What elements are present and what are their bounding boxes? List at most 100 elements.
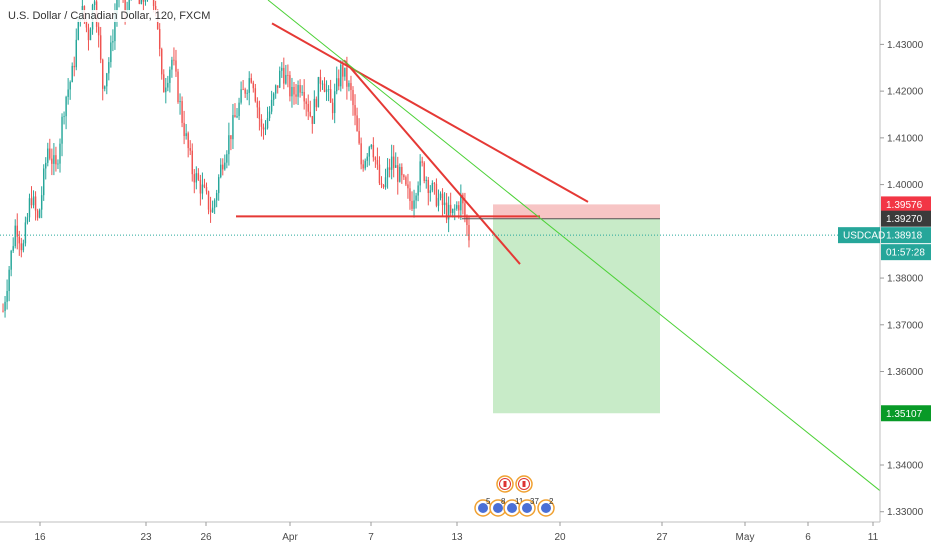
candle: [22, 239, 25, 253]
candle-body: [366, 156, 368, 161]
candle: [293, 81, 295, 105]
resistance-trendline: [271, 22, 589, 203]
candle-body: [397, 165, 399, 182]
event-count: 37: [530, 497, 539, 506]
candle: [437, 189, 440, 212]
candle: [468, 215, 470, 248]
candle-body: [299, 85, 301, 93]
candle: [336, 66, 338, 95]
candle-body: [124, 0, 126, 12]
candle-body: [388, 167, 391, 170]
candle-body: [325, 89, 328, 92]
candle: [354, 94, 356, 126]
candle-body: [242, 89, 244, 91]
green-trendline: [267, 0, 881, 492]
candle: [110, 35, 112, 68]
candle: [429, 185, 432, 202]
stop-loss-zone: [493, 204, 660, 219]
event-badge[interactable]: 37: [518, 497, 539, 517]
candle: [419, 154, 421, 193]
candle-body: [333, 91, 336, 114]
candle: [97, 22, 100, 48]
candle: [2, 303, 4, 313]
candle: [370, 144, 373, 150]
economic-events[interactable]: 5 8 11 37 2: [474, 475, 555, 517]
x-tick-label: 7: [368, 532, 374, 543]
candle-body: [140, 0, 143, 4]
event-count: 2: [549, 497, 554, 506]
candle: [283, 57, 285, 90]
candle-body: [22, 243, 25, 251]
candle: [274, 84, 277, 99]
candle: [329, 79, 332, 103]
candle: [40, 186, 43, 219]
candle: [445, 193, 448, 224]
candle: [211, 200, 214, 213]
candle-body: [297, 85, 299, 97]
candle: [89, 27, 92, 41]
candle-body: [71, 65, 73, 83]
candle: [266, 106, 269, 130]
candle-body: [165, 87, 167, 93]
candle-body: [28, 198, 31, 218]
event-badge[interactable]: 8: [489, 497, 507, 517]
candle-body: [30, 198, 33, 206]
candle-body: [42, 168, 45, 196]
candle-body: [38, 209, 41, 218]
candle-body: [34, 196, 37, 211]
candle: [454, 204, 456, 221]
candle: [236, 108, 238, 119]
candle-body: [392, 156, 395, 168]
candle-body: [217, 177, 220, 194]
event-badge[interactable]: 5: [474, 497, 492, 517]
candle-body: [285, 74, 287, 84]
canada-flag-icon[interactable]: [515, 475, 533, 493]
candle: [14, 219, 16, 249]
candle-body: [382, 184, 385, 188]
candle-body: [236, 116, 238, 118]
candle-body: [305, 101, 307, 104]
canada-flag-icon[interactable]: [496, 475, 514, 493]
candle-body: [205, 187, 208, 192]
candle-body: [57, 163, 59, 165]
y-tick-label: 1.38000: [887, 274, 924, 285]
candle-body: [114, 15, 116, 42]
candle: [71, 62, 73, 83]
candle: [187, 131, 189, 158]
candle-body: [220, 164, 222, 178]
candle: [244, 87, 246, 98]
target-price-label-bg: [881, 405, 931, 422]
candle-body: [47, 148, 49, 163]
candle: [142, 0, 145, 11]
candle-body: [49, 148, 51, 159]
candle: [228, 122, 230, 166]
candle: [305, 98, 307, 117]
candle: [323, 77, 326, 93]
candle: [464, 192, 466, 223]
candle: [152, 0, 155, 13]
candle: [165, 78, 167, 104]
candle-body: [256, 101, 259, 108]
candle-body: [409, 188, 411, 201]
candle: [104, 85, 106, 92]
candle: [252, 80, 255, 93]
y-tick-label: 1.33000: [887, 507, 924, 518]
candle-body: [344, 67, 346, 77]
candle-body: [449, 204, 452, 214]
event-badge[interactable]: 2: [537, 497, 555, 517]
candle: [195, 166, 198, 190]
candle-body: [372, 144, 375, 158]
candle-body: [45, 162, 47, 169]
candle-body: [230, 135, 232, 140]
candle: [226, 150, 228, 169]
x-tick-label: 27: [656, 532, 668, 543]
candle: [325, 80, 328, 101]
candle: [276, 85, 279, 94]
candle-body: [293, 86, 295, 95]
candle: [287, 64, 289, 88]
candle-body: [158, 29, 161, 50]
candle-body: [173, 59, 175, 61]
